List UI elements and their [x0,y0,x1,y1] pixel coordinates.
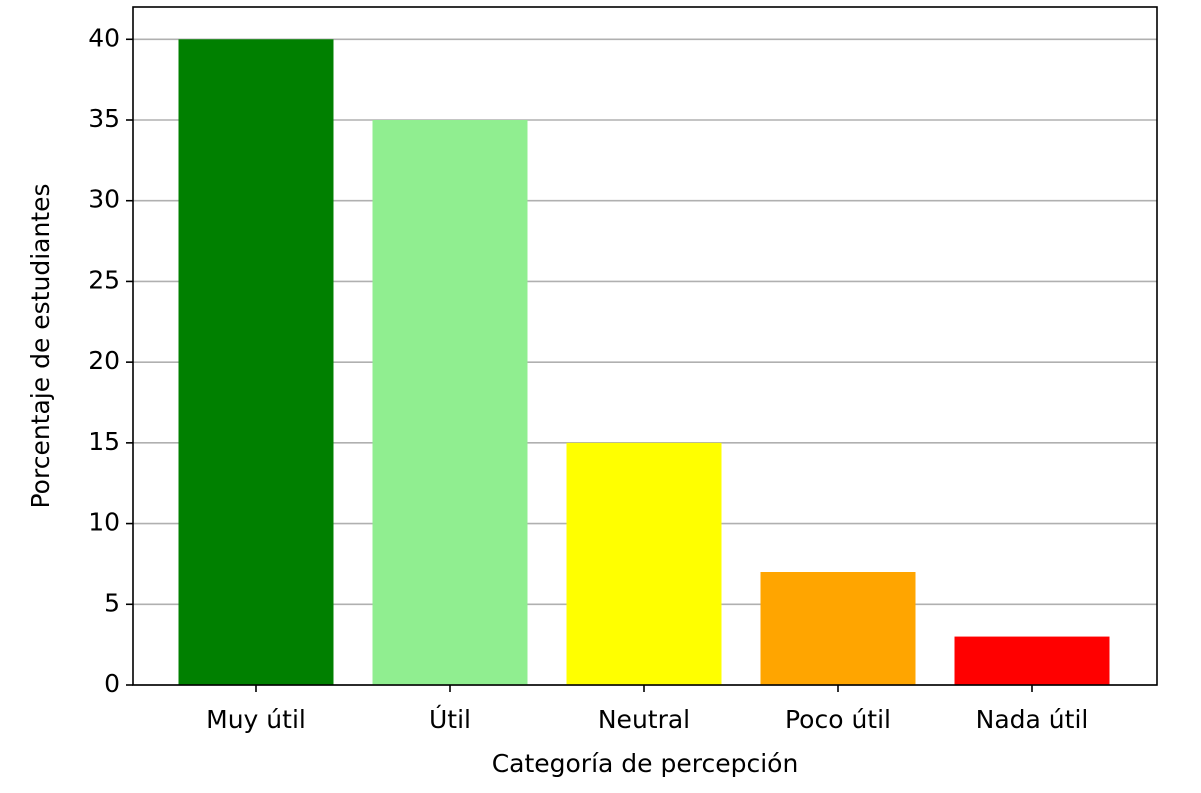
x-tick-label: Muy útil [206,705,306,734]
y-tick-label: 15 [88,427,120,456]
bar [178,39,334,686]
bar [954,636,1110,685]
y-tick-label: 20 [88,346,120,375]
plot-frame [132,6,1158,686]
y-tick-label: 35 [88,104,120,133]
y-axis-label: Porcentaje de estudiantes [26,183,55,508]
bar [760,572,916,685]
x-tick-label: Poco útil [785,705,891,734]
bar [566,442,722,685]
y-tick-label: 40 [88,23,120,52]
bar [372,120,528,685]
y-tick-label: 5 [104,588,120,617]
y-tick-label: 30 [88,185,120,214]
y-tick-label: 25 [88,265,120,294]
x-tick-label: Neutral [598,705,690,734]
y-tick-label: 10 [88,508,120,537]
x-tick-label: Nada útil [976,705,1089,734]
x-axis-label: Categoría de percepción [492,749,799,778]
x-tick-label: Útil [429,704,471,734]
y-tick-label: 0 [104,669,120,698]
